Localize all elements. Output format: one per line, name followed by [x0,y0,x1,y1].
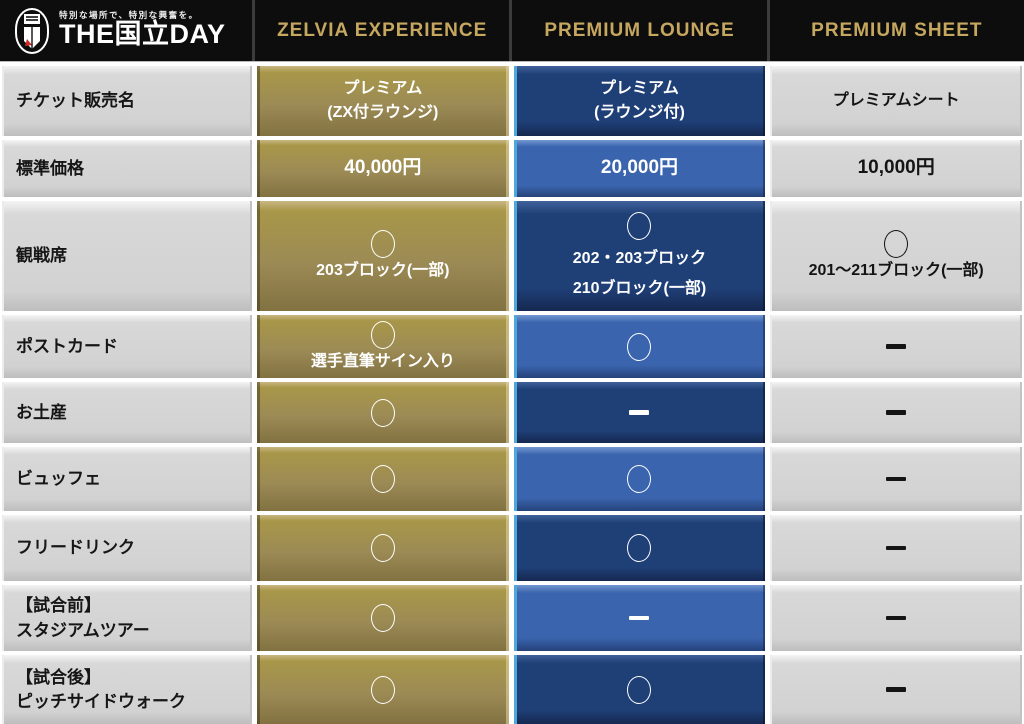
cell-lounge: 202・203ブロック 210ブロック(一部) [513,201,766,311]
not-included-dash-icon [886,476,907,482]
cell-zelvia: 40,000円 [257,140,509,197]
row-label: 標準価格 [2,140,252,197]
not-included-dash-icon [886,545,907,551]
cell-lounge: 20,000円 [513,140,766,197]
table-body: チケット販売名 プレミアム (ZX付ラウンジ) プレミアム (ラウンジ付) プレミアムシー… [0,62,1024,724]
included-circle-icon [370,320,395,349]
included-circle-icon [627,332,652,361]
cell-lounge [513,447,766,511]
table-row: お土産 [2,382,1022,443]
row-label: お土産 [2,382,252,443]
row-label: ポストカード [2,315,252,378]
row-label: 観戦席 [2,201,252,311]
cell-sheet [770,447,1022,511]
cell-sheet: プレミアムシート [770,66,1022,136]
cell-zelvia [257,382,509,443]
included-circle-icon [884,230,909,259]
club-badge-icon [15,7,49,54]
row-label: フリードリンク [2,515,252,581]
table-row: フリードリンク [2,515,1022,581]
table-row: 【試合後】 ピッチサイドウォーク [2,655,1022,724]
table-row: 【試合前】 スタジアムツアー [2,585,1022,651]
cell-sheet [770,515,1022,581]
table-row: 観戦席 203ブロック(一部) 202・203ブロック 210ブロック(一部) 201〜… [2,201,1022,311]
column-header-sheet: PREMIUM SHEET [769,0,1024,61]
column-header-zelvia: ZELVIA EXPERIENCE [255,0,510,61]
cell-lounge [513,382,766,443]
cell-zelvia [257,515,509,581]
logo-tagline: 特別な場所で、特別な興奮を。 [59,9,199,20]
row-label: チケット販売名 [2,66,252,136]
not-included-dash-icon [629,410,650,415]
table-header: 特別な場所で、特別な興奮を。 THE国立DAY ZELVIA EXPERIENC… [0,0,1024,62]
cell-sheet: 201〜211ブロック(一部) [770,201,1022,311]
table-row: ビュッフェ [2,447,1022,511]
brand-logo: 特別な場所で、特別な興奮を。 THE国立DAY [0,0,252,61]
row-label: ビュッフェ [2,447,252,511]
included-circle-icon [370,465,395,493]
included-circle-icon [370,398,395,427]
included-circle-icon [370,604,395,632]
cell-sheet [770,585,1022,651]
cell-zelvia: 203ブロック(一部) [257,201,509,311]
cell-lounge [513,515,766,581]
included-circle-icon [627,212,652,241]
not-included-dash-icon [886,344,907,349]
cell-lounge [513,585,766,651]
cell-zelvia: 選手直筆サイン入り [257,315,509,378]
not-included-dash-icon [886,687,907,692]
cell-sheet: 10,000円 [770,140,1022,197]
cell-zelvia [257,655,509,724]
not-included-dash-icon [886,615,907,621]
cell-sheet [770,655,1022,724]
included-circle-icon [370,675,395,704]
cell-zelvia: プレミアム (ZX付ラウンジ) [257,66,509,136]
included-circle-icon [627,534,652,562]
included-circle-icon [370,534,395,562]
cell-zelvia [257,447,509,511]
table-row: 標準価格 40,000円 20,000円 10,000円 [2,140,1022,197]
not-included-dash-icon [886,410,907,415]
not-included-dash-icon [629,615,650,621]
cell-lounge [513,315,766,378]
logo-title: THE国立DAY [59,19,226,50]
cell-lounge: プレミアム (ラウンジ付) [513,66,766,136]
row-label: 【試合前】 スタジアムツアー [2,585,252,651]
included-circle-icon [627,465,652,493]
cell-sheet [770,382,1022,443]
table-row: チケット販売名 プレミアム (ZX付ラウンジ) プレミアム (ラウンジ付) プレミアムシー… [2,66,1022,136]
table-row: ポストカード 選手直筆サイン入り [2,315,1022,378]
cell-lounge [513,655,766,724]
included-circle-icon [370,230,395,259]
column-header-lounge: PREMIUM LOUNGE [512,0,767,61]
cell-sheet [770,315,1022,378]
cell-zelvia [257,585,509,651]
row-label: 【試合後】 ピッチサイドウォーク [2,655,252,724]
included-circle-icon [627,675,652,704]
